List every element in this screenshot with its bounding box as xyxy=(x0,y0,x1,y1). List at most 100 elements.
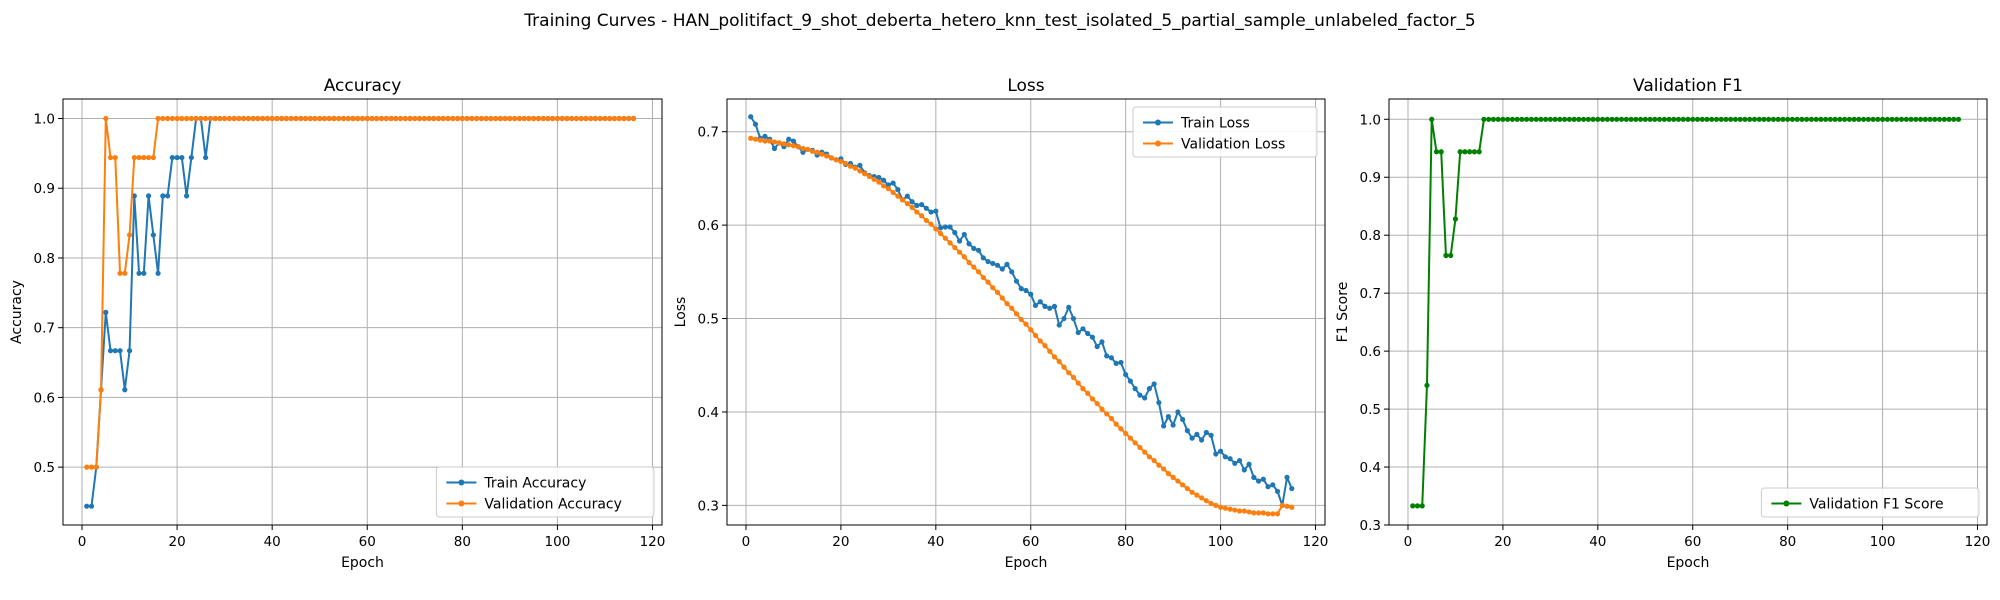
data-point xyxy=(781,141,787,147)
data-point xyxy=(1085,390,1091,396)
data-point xyxy=(1056,358,1062,365)
x-tick-label: 100 xyxy=(1870,534,1896,550)
data-point xyxy=(1203,429,1209,436)
data-point xyxy=(426,115,432,122)
data-point xyxy=(1018,316,1024,323)
data-point xyxy=(245,115,251,122)
data-point xyxy=(1519,116,1525,122)
data-point xyxy=(1827,116,1833,122)
data-point xyxy=(1165,414,1171,420)
legend-box xyxy=(435,466,655,518)
data-point xyxy=(207,115,213,122)
data-point xyxy=(1284,474,1290,480)
data-point xyxy=(359,115,366,122)
data-point xyxy=(819,151,825,157)
data-point xyxy=(1580,116,1587,122)
y-axis-label: Accuracy xyxy=(9,280,25,344)
data-point xyxy=(1661,116,1667,122)
data-point xyxy=(757,137,763,143)
data-point xyxy=(559,115,565,122)
data-point xyxy=(255,115,261,122)
data-point xyxy=(174,154,180,161)
y-tick-label: 0.6 xyxy=(34,390,55,406)
data-point xyxy=(84,464,90,470)
legend-swatch-marker xyxy=(1155,119,1161,126)
data-point xyxy=(1932,116,1938,122)
data-point xyxy=(364,115,370,122)
y-tick-label: 0.5 xyxy=(34,460,55,476)
data-point xyxy=(866,173,872,180)
data-point xyxy=(1042,303,1048,309)
data-point xyxy=(862,171,868,177)
data-point xyxy=(876,179,882,185)
data-point xyxy=(1471,149,1478,155)
data-point xyxy=(435,115,442,122)
data-point xyxy=(412,115,418,122)
data-point xyxy=(626,115,632,122)
data-point xyxy=(1170,474,1176,480)
x-axis-label: Epoch xyxy=(1667,555,1710,571)
data-point xyxy=(1104,411,1110,417)
data-point xyxy=(1260,510,1266,516)
data-point xyxy=(1633,116,1639,122)
data-point xyxy=(198,115,204,122)
data-point xyxy=(1543,116,1549,122)
data-point xyxy=(1009,269,1015,275)
data-point xyxy=(164,193,171,199)
data-point xyxy=(554,115,561,122)
data-point xyxy=(1927,116,1933,122)
data-point xyxy=(607,115,613,122)
data-point xyxy=(961,231,967,238)
data-point xyxy=(1590,116,1596,122)
data-point xyxy=(1013,311,1020,317)
data-point xyxy=(1955,116,1962,122)
data-point xyxy=(1028,327,1034,333)
data-point xyxy=(1538,116,1544,122)
data-point xyxy=(274,115,280,122)
data-point xyxy=(107,348,114,354)
data-point xyxy=(805,146,811,153)
data-point xyxy=(937,230,944,237)
data-point xyxy=(1785,116,1791,122)
data-point xyxy=(1775,116,1781,122)
data-point xyxy=(838,158,844,165)
data-point xyxy=(497,115,503,122)
x-tick-label: 60 xyxy=(1684,534,1701,550)
data-point xyxy=(1699,116,1705,122)
data-point xyxy=(397,115,404,122)
data-point xyxy=(222,115,228,122)
y-tick-label: 1.0 xyxy=(34,112,55,128)
data-point xyxy=(1585,116,1591,122)
data-point xyxy=(1675,116,1682,122)
data-point xyxy=(302,115,309,122)
data-point xyxy=(1118,359,1124,366)
data-point xyxy=(1528,116,1534,122)
data-point xyxy=(1509,116,1515,122)
legend-entry-label: Validation Accuracy xyxy=(484,497,622,513)
data-point xyxy=(1066,304,1072,310)
data-point xyxy=(1747,116,1753,122)
data-point xyxy=(169,115,175,122)
y-tick-label: 0.8 xyxy=(1360,228,1381,244)
data-point xyxy=(616,115,622,122)
data-point xyxy=(1922,116,1928,122)
data-point xyxy=(790,138,797,144)
data-point xyxy=(1789,116,1796,122)
data-point xyxy=(942,224,948,230)
data-point xyxy=(331,115,337,122)
data-point xyxy=(947,224,953,230)
x-tick-label: 40 xyxy=(264,534,281,550)
data-point xyxy=(1903,116,1909,122)
data-point xyxy=(1448,252,1454,259)
data-point xyxy=(1037,338,1043,344)
data-point xyxy=(1270,511,1276,517)
series-markers-2 xyxy=(748,135,1295,517)
data-point xyxy=(1737,116,1743,122)
x-tick-label: 120 xyxy=(1303,534,1329,550)
chart-panel-3: 0 20 40 60 80 100 120 0.3 0.4 0.5 0.6 0.7 0.8 0.9 1.0 V… xyxy=(1335,76,1990,571)
data-point xyxy=(1718,116,1724,122)
data-point xyxy=(1505,116,1511,122)
data-point xyxy=(1467,149,1473,155)
